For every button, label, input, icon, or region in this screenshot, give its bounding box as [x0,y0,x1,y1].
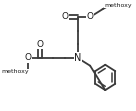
Text: O: O [62,13,69,22]
Text: O: O [87,13,94,22]
Text: O: O [37,40,44,49]
Text: methoxy: methoxy [105,3,132,8]
Text: O: O [24,53,31,62]
Text: methoxy: methoxy [2,69,29,74]
Text: N: N [74,53,81,63]
